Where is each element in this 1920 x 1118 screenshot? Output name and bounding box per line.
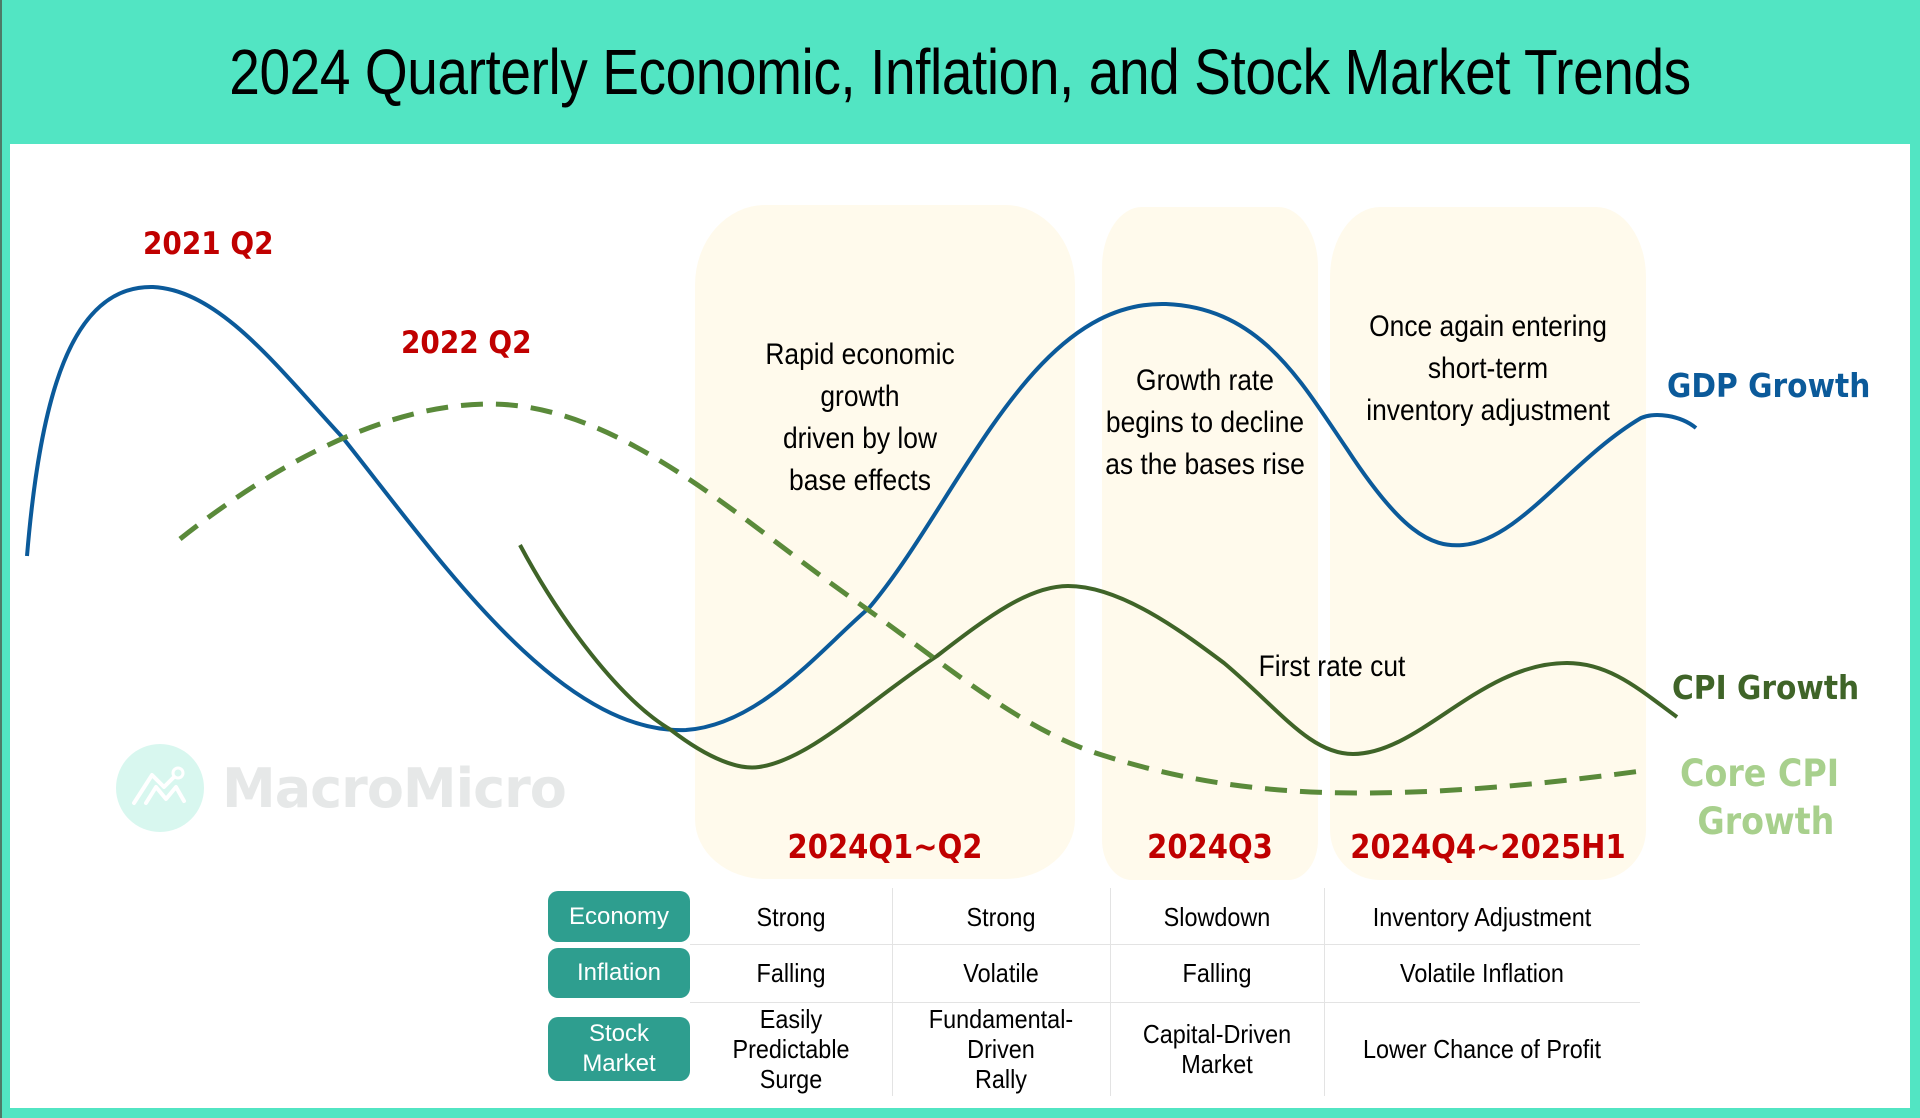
period-label-2024q4-2025h1: 2024Q4~2025H1: [1350, 827, 1626, 866]
cell-line: Easily Predictable: [732, 1004, 850, 1064]
cell-line: Capital-Driven: [1142, 1019, 1292, 1049]
row-label-stock-market: Stock Market: [548, 1017, 690, 1081]
table-divider: [1324, 888, 1325, 1096]
legend-core-cpi-growth: Core CPI Growth: [1680, 750, 1839, 846]
note-line: as the bases rise: [1105, 448, 1305, 481]
note-line: Once again entering: [1369, 310, 1607, 343]
note-line: inventory adjustment: [1366, 394, 1610, 427]
table-divider: [892, 888, 893, 1096]
legend-core-cpi-line2: Growth: [1697, 800, 1835, 843]
table-cell: Volatile Inflation: [1400, 958, 1564, 988]
table-row-divider: [690, 944, 1640, 945]
cell-line: Lower Chance of Profit: [1362, 1034, 1602, 1064]
note-line: driven by low: [782, 422, 938, 455]
row-label-text: Inflation: [576, 959, 662, 986]
cell-line: Market: [1181, 1049, 1253, 1079]
legend-core-cpi-line1: Core CPI: [1680, 752, 1840, 795]
table-cell: Lower Chance of Profit: [1340, 1017, 1624, 1081]
note-2024q3: Growth rate begins to decline as the bas…: [1095, 360, 1315, 486]
core-cpi-growth-line: [178, 401, 1642, 796]
period-label-2024q3: 2024Q3: [1147, 827, 1273, 866]
macromicro-logo-icon: [116, 744, 204, 832]
table-row-divider: [690, 1002, 1640, 1003]
note-line: Rapid economic: [765, 338, 955, 371]
table-cell: Strong: [966, 901, 1036, 932]
note-line: short-term: [1427, 352, 1549, 385]
gdp-growth-line: [25, 284, 1698, 733]
table-cell: Fundamental-Driven Rally: [903, 1004, 1099, 1094]
row-label-inflation: Inflation: [548, 948, 690, 998]
table-cell: Volatile: [963, 958, 1039, 988]
note-line: base effects: [789, 464, 931, 497]
cell-line: Fundamental-Driven: [928, 1004, 1074, 1064]
legend-cpi-growth: CPI Growth: [1672, 668, 1860, 707]
legend-gdp-growth: GDP Growth: [1667, 366, 1871, 405]
highlight-band-2024q4-2025h1: [1330, 207, 1646, 880]
first-rate-cut-annotation: First rate cut: [1258, 650, 1406, 683]
table-divider: [1110, 888, 1111, 1096]
watermark-text: MacroMicro: [222, 756, 567, 820]
peak-label-2022q2: 2022 Q2: [401, 325, 532, 361]
cell-line: Rally: [974, 1064, 1028, 1094]
table-cell: Falling: [1182, 958, 1252, 988]
peak-label-2021q2: 2021 Q2: [143, 226, 274, 262]
note-line: begins to decline: [1105, 406, 1305, 439]
note-line: Growth rate: [1136, 364, 1274, 397]
frame-left-edge: [0, 0, 2, 1118]
note-2024q1-q2: Rapid economic growth driven by low base…: [719, 334, 1001, 502]
cpi-growth-line: [518, 544, 1679, 770]
table-cell: Capital-Driven Market: [1121, 1017, 1314, 1081]
watermark: MacroMicro: [116, 744, 567, 832]
page-title: 2024 Quarterly Economic, Inflation, and …: [229, 36, 1691, 108]
table-cell: Easily Predictable Surge: [700, 1004, 882, 1094]
table-cell: Slowdown: [1163, 901, 1271, 932]
row-label-text: Stock: [588, 1020, 650, 1047]
note-line: growth: [820, 380, 900, 413]
row-label-text: Market: [582, 1050, 656, 1077]
row-label-economy: Economy: [548, 891, 690, 942]
table-cell: Inventory Adjustment: [1372, 901, 1592, 932]
table-cell: Strong: [756, 901, 826, 932]
table-cell: Falling: [756, 958, 826, 988]
period-label-2024q1-q2: 2024Q1~Q2: [787, 827, 983, 866]
cell-line: Surge: [759, 1064, 823, 1094]
note-2024q4-2025h1: Once again entering short-term inventory…: [1349, 306, 1627, 432]
